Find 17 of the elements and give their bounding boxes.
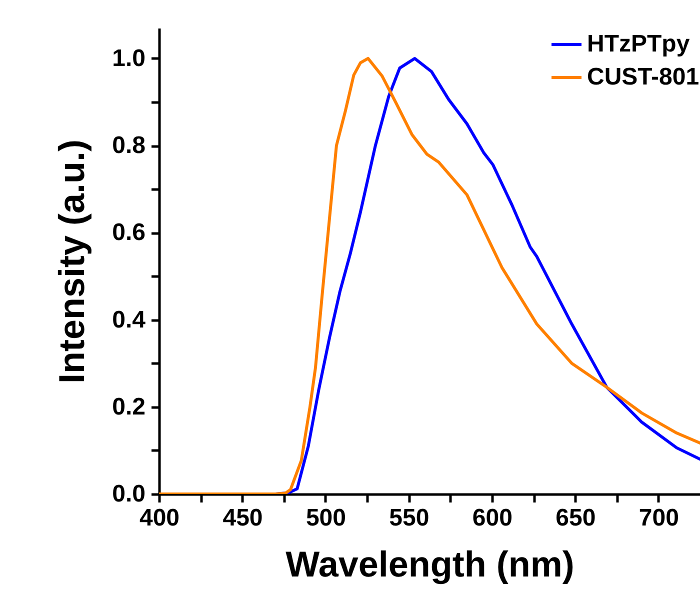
x-axis-title: Wavelength (nm) (286, 544, 574, 584)
x-tick-label: 450 (222, 504, 263, 532)
legend-label: HTzPTpy (587, 30, 690, 58)
x-tick-label: 500 (306, 504, 346, 532)
y-axis-title: Intensity (a.u.) (51, 139, 92, 384)
x-tick-label: 650 (556, 504, 596, 532)
y-tick-label: 0.6 (112, 219, 146, 246)
y-tick-label: 0.8 (112, 132, 146, 160)
x-tick-label: 600 (472, 504, 512, 532)
y-tick-label: 0.0 (112, 480, 146, 508)
y-tick-label: 0.4 (112, 306, 146, 334)
y-tick-label: 0.2 (112, 393, 146, 420)
x-tick-label: 550 (389, 504, 430, 532)
y-tick-label: 1.0 (112, 44, 146, 72)
x-tick-label: 400 (139, 504, 180, 532)
legend-label: CUST-801 (587, 64, 700, 90)
x-tick-label: 700 (638, 504, 679, 532)
